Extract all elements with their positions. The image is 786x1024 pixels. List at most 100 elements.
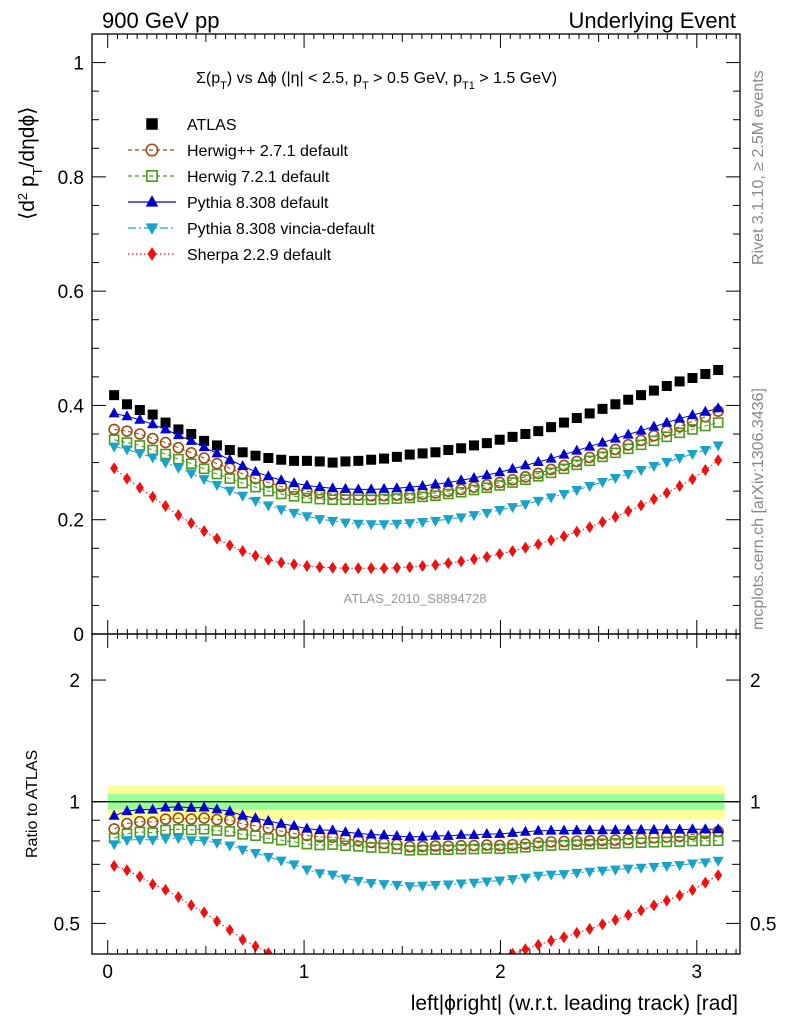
herwig-7-2-1-default-ratio-point [211,825,223,836]
herwig-7-2-1-default-point [481,482,493,494]
sherpa-2-2-9-default-ratio-point [122,864,131,877]
sherpa-2-2-9-default-point [521,541,530,554]
sherpa-2-2-9-default-point [354,562,363,575]
ratio-y-tick-label-right: 0.5 [750,914,776,935]
pythia-8-308-default-point [507,462,519,473]
sherpa-2-2-9-default-point [341,562,350,575]
pythia-8-308-default-point [648,420,660,431]
legend-marker-sherpa-2-2-9-default [147,247,157,261]
sherpa-2-2-9-default-ratio-point [611,913,620,926]
herwig-7-2-1-default-point [224,473,236,484]
herwig-7-2-1-default-point [211,468,223,480]
herwig-7-2-1-default-point [173,453,184,465]
herwig-7-2-1-default-ratio-point [198,823,210,835]
herwig-7-2-1-default-point [687,424,698,435]
sherpa-2-2-9-default-ratio-point [444,963,452,975]
pythia-8-308-default-ratio-point [185,801,197,812]
herwig-2-7-1-default-point [673,420,686,433]
herwig-7-2-1-default-ratio-point [558,839,570,851]
atlas-point [327,457,338,468]
sherpa-2-2-9-default-point [547,534,556,547]
pythia-8-308-default-ratio-point [108,809,120,820]
sherpa-2-2-9-default-ratio-point [431,965,439,977]
pythia-8-308-default-ratio-point [635,823,647,834]
pythia-8-308-vincia-default-point [429,516,441,527]
atlas-point [379,453,390,464]
herwig-7-2-1-default-ratio-point [468,843,480,855]
herwig-7-2-1-default-point [391,493,403,504]
sherpa-2-2-9-default-ratio-point [470,958,478,970]
legend-marker-atlas [146,118,158,130]
y-tick-label: 0 [73,625,84,646]
pythia-8-308-default-point [262,470,274,481]
sherpa-2-2-9-default-ratio-point [174,891,183,904]
sherpa-2-2-9-default-point [405,561,414,574]
pythia-8-308-vincia-default-ratio-point [134,835,146,846]
herwig-2-7-1-default-ratio-point [198,812,210,824]
pythia-8-308-vincia-default-point [455,513,467,524]
sherpa-2-2-9-default-ratio-point [135,870,144,883]
y-tick-label: 0.8 [58,168,84,189]
pythia-8-308-default-point [481,469,493,480]
pythia-8-308-vincia-default-point [378,520,390,531]
sherpa-2-2-9-default-ratio-point [483,955,491,967]
herwig-7-2-1-default-ratio-point [481,843,493,854]
pythia-8-308-default-point [237,460,249,470]
atlas-point [391,451,402,462]
herwig-7-2-1-default-point [327,494,338,506]
pythia-8-308-vincia-default-ratio-point [609,865,621,876]
pythia-8-308-default-point [519,459,531,470]
herwig-2-7-1-default-ratio-point [159,813,172,825]
herwig-7-2-1-default-ratio-point [237,829,248,840]
ratio-y-axis-label: Ratio to ATLAS [24,750,41,858]
sherpa-2-2-9-default-ratio-point [341,965,349,977]
pythia-8-308-vincia-default-ratio-point [455,879,467,890]
pythia-8-308-vincia-default-point [481,508,493,519]
herwig-7-2-1-default-point [340,494,351,506]
pythia-8-308-default-ratio-point [327,824,339,835]
pythia-8-308-vincia-default-ratio-point [494,876,506,887]
y-tick-label: 0.4 [58,396,85,417]
pythia-8-308-vincia-default-ratio-point [597,866,609,877]
pythia-8-308-default-ratio-point [686,823,698,834]
pythia-8-308-default-point [211,447,223,458]
atlas-point [160,417,171,428]
herwig-7-2-1-default-ratio-point [314,839,326,851]
pythia-8-308-vincia-default-ratio-point [275,856,287,867]
herwig-2-7-1-default-ratio-point [146,816,159,828]
herwig-7-2-1-default-ratio-point [712,835,724,847]
atlas-point [340,456,351,467]
legend-marker-pythia-8-308-vincia-default [145,223,159,235]
atlas-point [610,399,621,410]
header-left: 900 GeV pp [102,8,219,33]
atlas-point [404,449,415,460]
pythia-8-308-default-point [571,444,583,455]
atlas-point [121,399,132,410]
sherpa-2-2-9-default-ratio-point [559,931,568,944]
sherpa-2-2-9-default-ratio-point [419,967,427,979]
herwig-7-2-1-default-ratio-line [113,828,719,851]
pythia-8-308-vincia-default-ratio-point [339,874,351,885]
sherpa-2-2-9-default-point [688,473,697,486]
herwig-7-2-1-default-point [417,491,428,503]
herwig-7-2-1-default-ratio-point [597,838,608,850]
ratio-panel-frame [91,633,741,955]
atlas-point [623,394,634,405]
sherpa-2-2-9-default-point [392,561,401,574]
herwig-7-2-1-default-ratio-point [571,839,583,850]
herwig-7-2-1-default-point [275,488,287,500]
pythia-8-308-default-point [365,483,377,494]
pythia-8-308-default-point [391,482,403,493]
herwig-7-2-1-default-ratio-point [224,826,236,837]
sherpa-2-2-9-default-point [238,545,247,558]
sherpa-2-2-9-default-point [611,510,620,523]
pythia-8-308-vincia-default-point [352,519,364,530]
pythia-8-308-vincia-default-point [494,506,506,516]
pythia-8-308-vincia-default-point [558,490,570,500]
pythia-8-308-vincia-default-point [404,519,416,530]
pythia-8-308-default-ratio-point [571,824,583,835]
sherpa-2-2-9-default-point [649,493,658,506]
mcplots-label: mcplots.cern.ch [arXiv:1306.3436] [750,388,767,630]
sherpa-2-2-9-default-ratio-point [161,883,170,896]
pythia-8-308-vincia-default-point [635,466,647,476]
